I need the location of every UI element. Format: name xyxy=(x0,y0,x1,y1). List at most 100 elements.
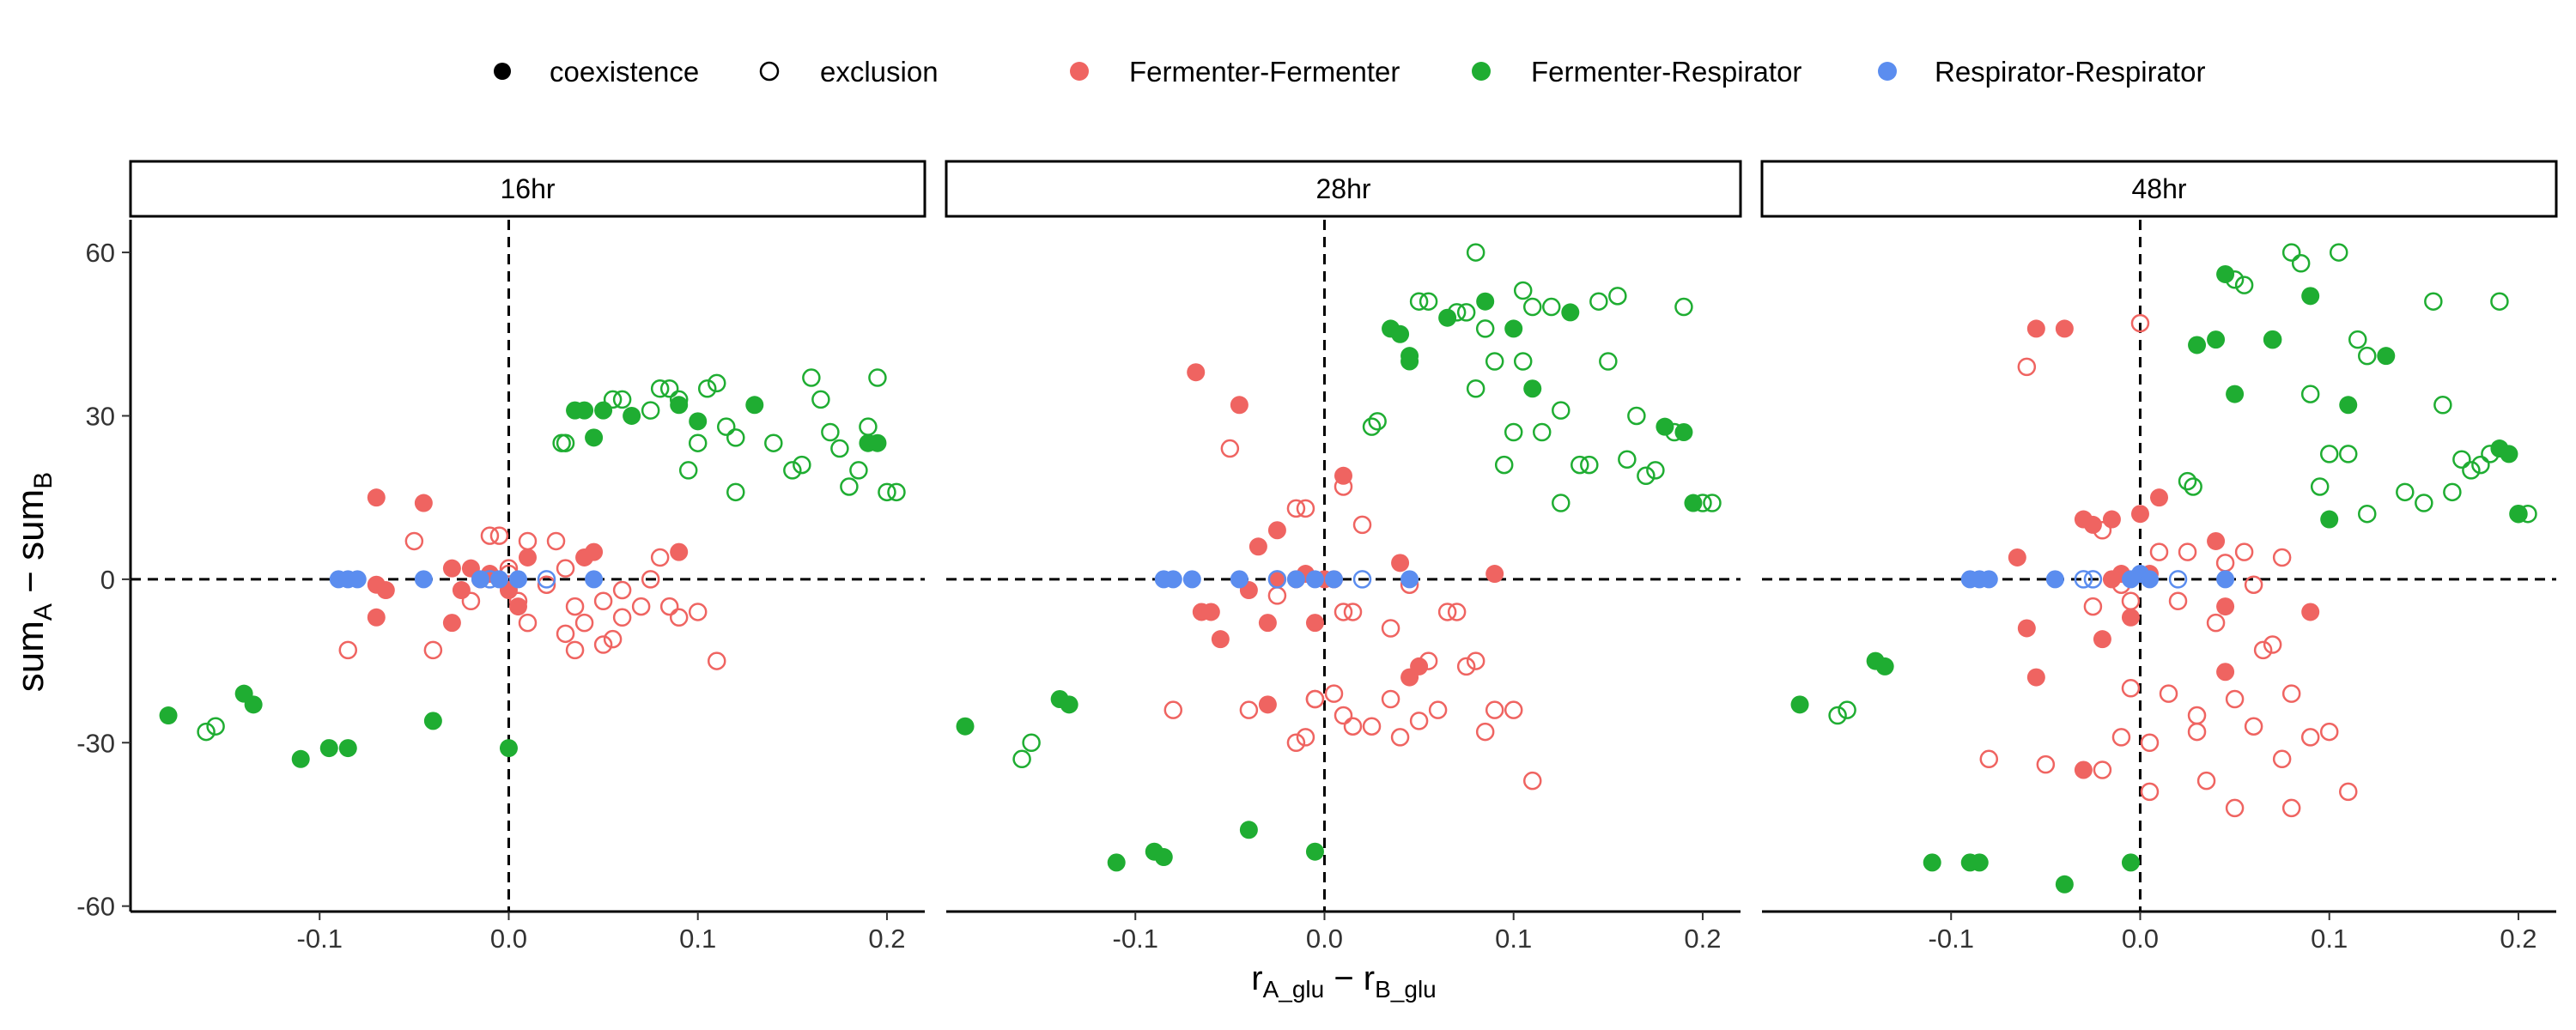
point-fermenter-respirator-exclusion xyxy=(1828,706,1847,725)
point-fermenter-fermenter-exclusion xyxy=(2338,782,2358,802)
point-fermenter-fermenter-exclusion xyxy=(2215,554,2235,573)
point-fermenter-fermenter-exclusion xyxy=(2187,706,2207,725)
point-fermenter-respirator-exclusion xyxy=(1494,455,1514,475)
y-axis-title-main: sum xyxy=(9,621,52,692)
legend: coexistence exclusion Fermenter-Fermente… xyxy=(494,56,2205,88)
point-fermenter-fermenter-exclusion xyxy=(1979,749,1999,769)
point-fermenter-fermenter-exclusion xyxy=(1466,651,1485,670)
point-fermenter-fermenter-exclusion xyxy=(1475,722,1495,742)
point-fermenter-respirator-coexistence xyxy=(689,412,708,431)
point-fermenter-respirator-exclusion xyxy=(1419,292,1438,311)
point-fermenter-respirator-exclusion xyxy=(659,379,679,398)
point-fermenter-respirator-coexistence xyxy=(1970,853,1989,872)
point-fermenter-respirator-exclusion xyxy=(1580,455,1599,475)
point-fermenter-fermenter-coexistence xyxy=(1267,570,1286,589)
point-fermenter-respirator-coexistence xyxy=(956,717,975,736)
panel-48hr: 48hr -0.1 0.0 0.1 0.2 xyxy=(1760,160,2558,954)
point-fermenter-respirator-coexistence xyxy=(244,695,263,714)
point-fermenter-respirator-coexistence xyxy=(2339,396,2358,415)
point-fermenter-respirator-exclusion xyxy=(2490,292,2509,311)
point-fermenter-fermenter-exclusion xyxy=(1504,700,1523,719)
point-fermenter-respirator-exclusion xyxy=(1456,303,1476,322)
point-fermenter-respirator-coexistence xyxy=(1400,347,1419,366)
point-fermenter-respirator-coexistence xyxy=(1561,303,1580,322)
point-fermenter-fermenter-exclusion xyxy=(1163,700,1183,719)
point-fermenter-respirator-exclusion xyxy=(1409,292,1429,311)
point-respirator-respirator-coexistence xyxy=(471,570,489,589)
x-tick-label: -0.1 xyxy=(1929,924,1974,954)
point-fermenter-respirator-exclusion xyxy=(678,461,698,480)
panel-16hr: 16hr -60 -30 0 30 60 -0.1 0.0 0.1 0.2 xyxy=(76,160,927,954)
point-fermenter-fermenter-exclusion xyxy=(518,531,538,551)
point-fermenter-fermenter-coexistence xyxy=(1391,554,1410,573)
x-tick-label: -0.1 xyxy=(297,924,343,954)
point-respirator-respirator-exclusion xyxy=(2074,570,2093,589)
legend-exclusion-symbol xyxy=(759,61,780,82)
point-fermenter-fermenter-exclusion xyxy=(2196,771,2216,791)
point-respirator-respirator-coexistence xyxy=(2140,570,2159,589)
point-fermenter-fermenter-coexistence xyxy=(519,548,537,566)
point-respirator-respirator-coexistence xyxy=(2216,570,2235,589)
point-fermenter-respirator-coexistence xyxy=(2188,336,2207,354)
legend-respirator-respirator-swatch xyxy=(1878,62,1897,81)
point-fermenter-respirator-coexistence xyxy=(2216,264,2235,283)
point-fermenter-fermenter-coexistence xyxy=(2026,668,2045,687)
point-fermenter-fermenter-exclusion xyxy=(2244,717,2263,736)
point-fermenter-respirator-exclusion xyxy=(868,368,887,387)
x-axis-title-sub-1: A_glu xyxy=(1263,976,1325,1003)
point-fermenter-fermenter-coexistence xyxy=(2074,760,2093,779)
point-fermenter-respirator-exclusion xyxy=(2234,276,2254,294)
point-fermenter-fermenter-exclusion xyxy=(1352,515,1372,535)
point-fermenter-respirator-coexistence xyxy=(2320,510,2339,529)
point-fermenter-respirator-coexistence xyxy=(1391,324,1410,343)
x-axis-title-r2: r xyxy=(1364,960,1375,997)
point-fermenter-fermenter-exclusion xyxy=(518,613,538,633)
point-fermenter-respirator-exclusion xyxy=(821,422,840,442)
point-fermenter-respirator-exclusion xyxy=(1513,281,1533,300)
point-fermenter-respirator-exclusion xyxy=(2178,471,2197,491)
point-fermenter-respirator-coexistence xyxy=(1875,657,1894,676)
point-fermenter-fermenter-coexistence xyxy=(1187,363,1206,382)
point-respirator-respirator-exclusion xyxy=(2083,570,2103,589)
point-fermenter-respirator-coexistence xyxy=(670,396,689,415)
point-fermenter-fermenter-coexistence xyxy=(367,488,386,507)
point-fermenter-respirator-exclusion xyxy=(1838,700,1856,719)
point-fermenter-respirator-coexistence xyxy=(585,428,604,447)
y-tick-label: 0 xyxy=(100,565,115,595)
point-fermenter-fermenter-coexistence xyxy=(442,614,461,633)
y-axis-title-sub-a: A xyxy=(29,603,58,621)
point-fermenter-respirator-exclusion xyxy=(1552,401,1571,420)
point-fermenter-fermenter-exclusion xyxy=(1428,700,1448,719)
point-fermenter-fermenter-exclusion xyxy=(1334,706,1353,725)
point-fermenter-fermenter-coexistence xyxy=(670,542,689,561)
point-fermenter-fermenter-coexistence xyxy=(1230,396,1249,415)
point-fermenter-fermenter-exclusion xyxy=(489,526,509,545)
point-fermenter-fermenter-exclusion xyxy=(2206,613,2226,633)
point-fermenter-respirator-coexistence xyxy=(1684,494,1703,512)
point-fermenter-respirator-exclusion xyxy=(1674,297,1693,317)
point-respirator-respirator-coexistence xyxy=(1286,570,1305,589)
point-fermenter-fermenter-exclusion xyxy=(631,597,651,616)
x-tick-label: 0.1 xyxy=(679,924,716,954)
point-fermenter-respirator-coexistence xyxy=(1476,292,1495,311)
point-fermenter-respirator-coexistence xyxy=(1107,853,1126,872)
x-axis-title: rA_glu − rB_glu xyxy=(1251,960,1437,1003)
point-fermenter-fermenter-exclusion xyxy=(2130,313,2150,333)
point-fermenter-fermenter-exclusion xyxy=(612,580,632,600)
point-fermenter-respirator-exclusion xyxy=(1599,352,1618,371)
point-fermenter-fermenter-exclusion xyxy=(1485,700,1504,719)
point-fermenter-respirator-coexistence xyxy=(2121,853,2140,872)
point-respirator-respirator-coexistence xyxy=(508,570,527,589)
point-fermenter-fermenter-exclusion xyxy=(2225,689,2245,709)
point-fermenter-respirator-exclusion xyxy=(1703,494,1722,512)
point-fermenter-respirator-exclusion xyxy=(887,482,906,502)
point-fermenter-fermenter-exclusion xyxy=(1381,689,1400,709)
x-tick-label: 0.2 xyxy=(868,924,905,954)
point-fermenter-fermenter-exclusion xyxy=(1296,728,1315,747)
point-fermenter-respirator-exclusion xyxy=(2424,292,2443,311)
x-tick-label: 0.1 xyxy=(2311,924,2348,954)
point-fermenter-respirator-exclusion xyxy=(1485,352,1504,371)
point-fermenter-respirator-exclusion xyxy=(2329,243,2348,262)
point-fermenter-respirator-coexistence xyxy=(159,706,178,725)
point-fermenter-fermenter-exclusion xyxy=(2272,749,2292,769)
